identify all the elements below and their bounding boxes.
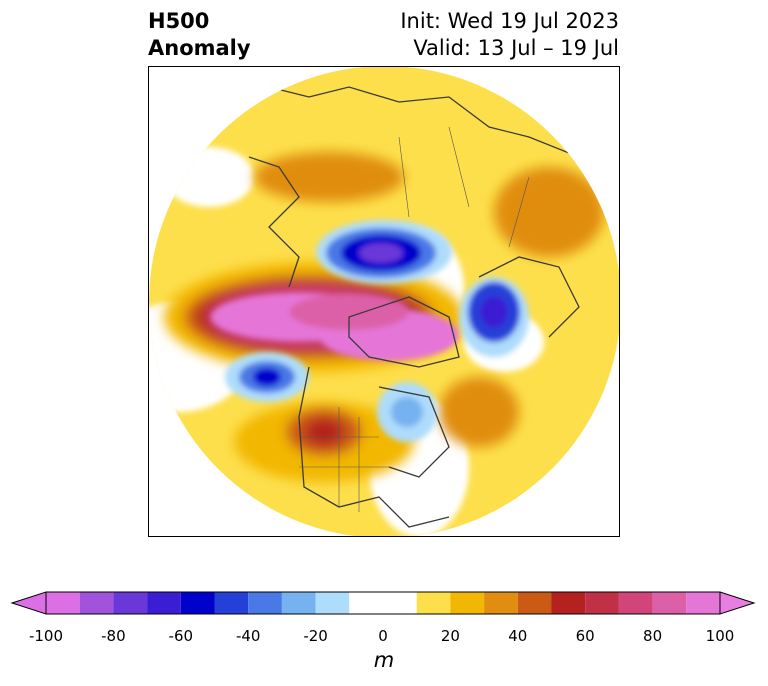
colorbar-bin xyxy=(450,592,485,614)
colorbar-bin xyxy=(315,592,350,614)
title-block-left: H500 Anomaly xyxy=(148,8,251,62)
colorbar-bin xyxy=(416,592,451,614)
colorbar-bin xyxy=(652,592,687,614)
colorbar-outline xyxy=(45,591,721,615)
colorbar-tick-label: -80 xyxy=(101,627,126,645)
colorbar-bin xyxy=(113,592,148,614)
low-pacific-core xyxy=(253,368,281,386)
colorbar xyxy=(10,591,756,615)
colorbar-bin xyxy=(214,592,249,614)
colorbar-extend-low xyxy=(10,591,47,615)
colorbar-bin xyxy=(349,592,417,614)
colorbar-tick-label: -100 xyxy=(28,627,64,645)
political-borders xyxy=(299,126,530,512)
colorbar-bin xyxy=(180,592,215,614)
colorbar-bins xyxy=(46,592,720,614)
ridge-peak-c xyxy=(289,294,409,330)
colorbar-tick-label: 0 xyxy=(378,627,388,645)
title-field: Anomaly xyxy=(148,36,251,60)
colorbar-tick-label: -40 xyxy=(235,627,261,645)
title-block-right: Init: Wed 19 Jul 2023 Valid: 13 Jul – 19… xyxy=(400,8,619,62)
colorbar-tick-label: -60 xyxy=(168,627,194,645)
colorbar-bin xyxy=(484,592,518,614)
colorbar-bin xyxy=(517,592,552,614)
neutral-zone-nw xyxy=(164,147,254,207)
colorbar-bin xyxy=(281,592,316,614)
colorbar-tick-label: 100 xyxy=(705,627,735,645)
low-arctic-center xyxy=(359,243,403,263)
colorbar-bin xyxy=(551,592,586,614)
colorbar-tick-label: 20 xyxy=(440,627,460,645)
title-variable: H500 xyxy=(148,9,210,33)
low-scandinavia-core xyxy=(480,296,508,328)
colorbar-bin xyxy=(585,592,619,614)
init-time: Init: Wed 19 Jul 2023 xyxy=(400,9,619,33)
ridge-labrador xyxy=(439,377,519,447)
ridge-siberia xyxy=(494,167,604,257)
colorbar-bin xyxy=(79,592,114,614)
colorbar-tick-label: 60 xyxy=(575,627,595,645)
colorbar-tick-label: -20 xyxy=(303,627,328,645)
colorbar-bin xyxy=(248,592,282,614)
low-hudson-core xyxy=(391,397,423,427)
colorbar-bin xyxy=(686,592,720,614)
ridge-west-us-core xyxy=(304,418,344,446)
colorbar-extend-high xyxy=(719,591,756,615)
anomaly-map xyxy=(149,67,619,536)
map-panel xyxy=(148,66,620,537)
colorbar-tick-label: 40 xyxy=(508,627,528,645)
colorbar-bin xyxy=(147,592,181,614)
colorbar-units: m xyxy=(373,648,395,672)
valid-period: Valid: 13 Jul – 19 Jul xyxy=(413,36,619,60)
colorbar-bin xyxy=(618,592,653,614)
colorbar-bin xyxy=(46,592,80,614)
colorbar-tick-label: 80 xyxy=(643,627,663,645)
ridge-eurasia xyxy=(254,152,404,202)
